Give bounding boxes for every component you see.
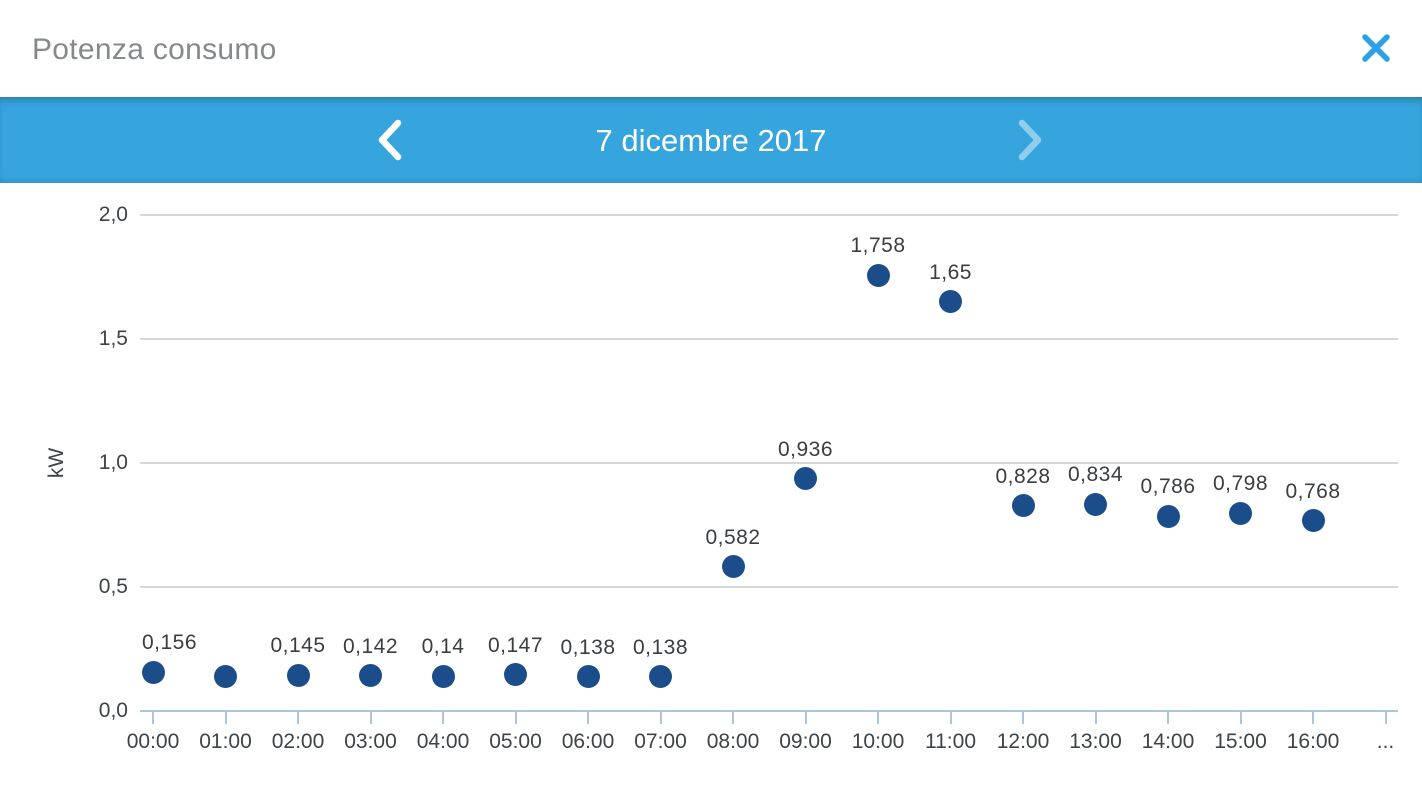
data-point-label: 0,834: [1067, 463, 1124, 487]
data-point[interactable]: [576, 665, 600, 689]
data-point[interactable]: [866, 263, 890, 287]
x-tick-label: 13:00: [1069, 730, 1122, 753]
x-tick-label: ...: [1376, 730, 1395, 753]
date-navigation-bar: 7 dicembre 2017: [0, 97, 1422, 183]
x-tick-mark: [297, 712, 299, 724]
x-tick-mark: [1384, 712, 1387, 724]
y-tick-label: 2,0: [98, 203, 128, 226]
x-tick-mark: [877, 712, 879, 724]
gridline: [140, 586, 1398, 588]
x-tick-label: 06:00: [561, 730, 615, 753]
x-tick-label: 11:00: [925, 730, 976, 753]
x-tick-label: 16:00: [1286, 730, 1340, 753]
titlebar: Potenza consumo: [0, 0, 1422, 97]
x-tick-mark: [659, 712, 662, 724]
x-tick-mark: [1239, 712, 1242, 724]
y-tick-label: 1,5: [98, 327, 128, 350]
x-axis-line: [140, 710, 1398, 712]
data-point-label: 0,156: [141, 631, 198, 655]
x-tick-mark: [1167, 712, 1169, 724]
y-tick-label: 0,0: [98, 699, 128, 722]
data-point[interactable]: [359, 664, 382, 688]
data-point-label: 1,758: [850, 234, 906, 258]
x-tick-mark: [732, 712, 734, 724]
y-tick-label: 0,5: [98, 575, 128, 598]
x-tick-mark: [949, 712, 952, 724]
data-point[interactable]: [1229, 501, 1252, 525]
chevron-left-icon[interactable]: [373, 118, 407, 162]
x-tick-label: 01:00: [199, 730, 252, 753]
x-tick-label: 08:00: [706, 730, 760, 753]
data-point-label: 0,138: [560, 635, 616, 659]
data-point[interactable]: [1301, 509, 1325, 533]
x-tick-mark: [514, 712, 517, 724]
y-axis-label: kW: [45, 447, 68, 479]
x-tick-mark: [1094, 712, 1097, 724]
data-point-label: 0,145: [270, 634, 326, 658]
data-point[interactable]: [286, 663, 310, 687]
x-tick-label: 12:00: [996, 730, 1050, 753]
data-point[interactable]: [504, 663, 527, 687]
data-point[interactable]: [1084, 492, 1107, 516]
data-point-label: 0,582: [705, 525, 761, 549]
x-tick-label: 00:00: [126, 730, 180, 753]
data-point[interactable]: [721, 555, 745, 579]
data-point[interactable]: [214, 664, 237, 688]
x-tick-mark: [804, 712, 807, 724]
y-tick-label: 1,0: [98, 451, 128, 474]
x-tick-label: 15:00: [1214, 730, 1267, 753]
x-tick-label: 07:00: [634, 730, 687, 753]
data-point-label: 0,798: [1212, 472, 1269, 496]
data-point-label: 0,786: [1140, 475, 1196, 499]
x-tick-mark: [369, 712, 372, 724]
data-point-label: 0,138: [632, 635, 689, 659]
gridline: [140, 462, 1398, 464]
x-tick-mark: [587, 712, 589, 724]
data-point-label: 0,142: [342, 634, 399, 658]
date-label: 7 dicembre 2017: [595, 123, 827, 158]
x-tick-label: 09:00: [779, 730, 832, 753]
x-tick-label: 10:00: [851, 730, 905, 753]
gridline: [140, 338, 1398, 340]
close-icon[interactable]: [1356, 28, 1396, 68]
data-point[interactable]: [939, 290, 962, 314]
data-point-label: 0,147: [487, 633, 544, 657]
x-tick-label: 14:00: [1141, 730, 1195, 753]
data-point-label: 0,936: [777, 437, 834, 461]
x-tick-label: 02:00: [271, 730, 325, 753]
x-tick-mark: [1022, 712, 1024, 724]
gridline: [140, 214, 1398, 216]
page-title: Potenza consumo: [32, 33, 277, 66]
x-tick-mark: [152, 712, 154, 724]
data-point-label: 1,65: [929, 260, 972, 284]
data-point-label: 0,828: [995, 464, 1051, 488]
x-tick-mark: [224, 712, 227, 724]
x-tick-label: 03:00: [344, 730, 397, 753]
data-point[interactable]: [431, 664, 455, 688]
data-point-label: 0,768: [1285, 479, 1341, 503]
data-point-label: 0,14: [421, 635, 465, 659]
chevron-right-icon[interactable]: [1013, 118, 1047, 162]
data-point[interactable]: [649, 665, 672, 689]
x-tick-mark: [1312, 712, 1314, 724]
data-point[interactable]: [1011, 494, 1035, 518]
data-point[interactable]: [141, 660, 165, 684]
x-tick-label: 05:00: [489, 730, 542, 753]
data-point[interactable]: [794, 467, 817, 491]
data-point[interactable]: [1156, 504, 1180, 528]
x-tick-label: 04:00: [416, 730, 470, 753]
x-tick-mark: [442, 712, 444, 724]
